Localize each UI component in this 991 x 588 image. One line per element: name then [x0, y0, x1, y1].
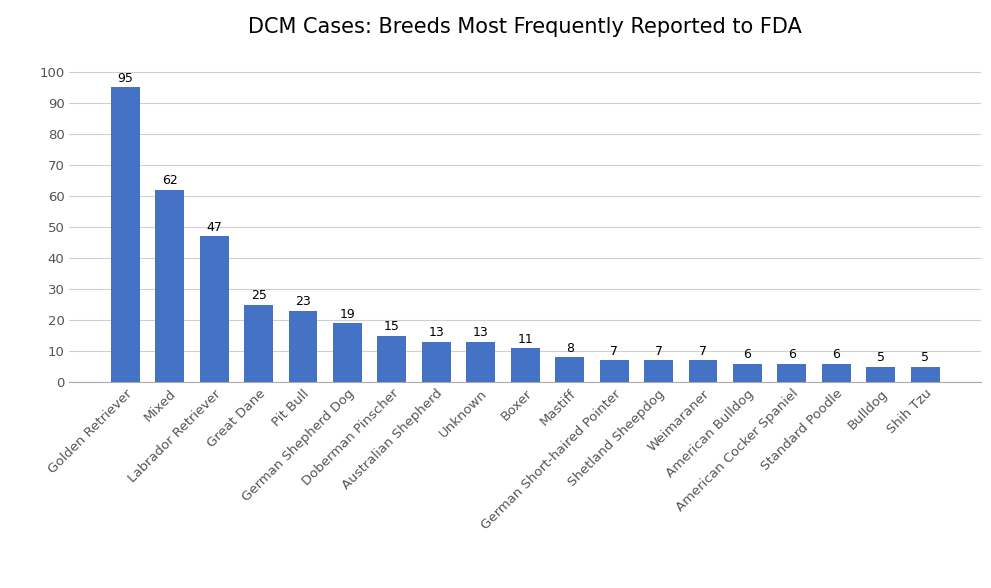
Text: 11: 11 [517, 333, 533, 346]
Bar [200, 236, 229, 382]
Text: 6: 6 [832, 348, 840, 361]
Text: 13: 13 [473, 326, 489, 339]
Text: 7: 7 [654, 345, 663, 358]
Text: 13: 13 [428, 326, 444, 339]
Bar [733, 363, 762, 382]
Bar [777, 363, 807, 382]
Text: 6: 6 [788, 348, 796, 361]
Bar [866, 367, 895, 382]
Text: 6: 6 [743, 348, 751, 361]
Text: 19: 19 [340, 308, 356, 321]
Text: 23: 23 [295, 295, 311, 308]
Bar [244, 305, 274, 382]
Bar [911, 367, 939, 382]
Title: DCM Cases: Breeds Most Frequently Reported to FDA: DCM Cases: Breeds Most Frequently Report… [249, 17, 802, 37]
Text: 25: 25 [251, 289, 267, 302]
Text: 5: 5 [877, 351, 885, 364]
Text: 5: 5 [922, 351, 930, 364]
Bar [422, 342, 451, 382]
Text: 15: 15 [384, 320, 399, 333]
Text: 7: 7 [610, 345, 618, 358]
Text: 62: 62 [162, 174, 177, 188]
Text: 8: 8 [566, 342, 574, 355]
Text: 95: 95 [117, 72, 133, 85]
Bar [644, 360, 673, 382]
Text: 7: 7 [699, 345, 707, 358]
Text: 47: 47 [206, 221, 222, 234]
Bar [333, 323, 362, 382]
Bar [288, 311, 317, 382]
Bar [689, 360, 717, 382]
Bar [378, 336, 406, 382]
Bar [156, 190, 184, 382]
Bar [822, 363, 850, 382]
Bar [510, 348, 540, 382]
Bar [467, 342, 496, 382]
Bar [111, 88, 140, 382]
Bar [600, 360, 628, 382]
Bar [555, 358, 584, 382]
